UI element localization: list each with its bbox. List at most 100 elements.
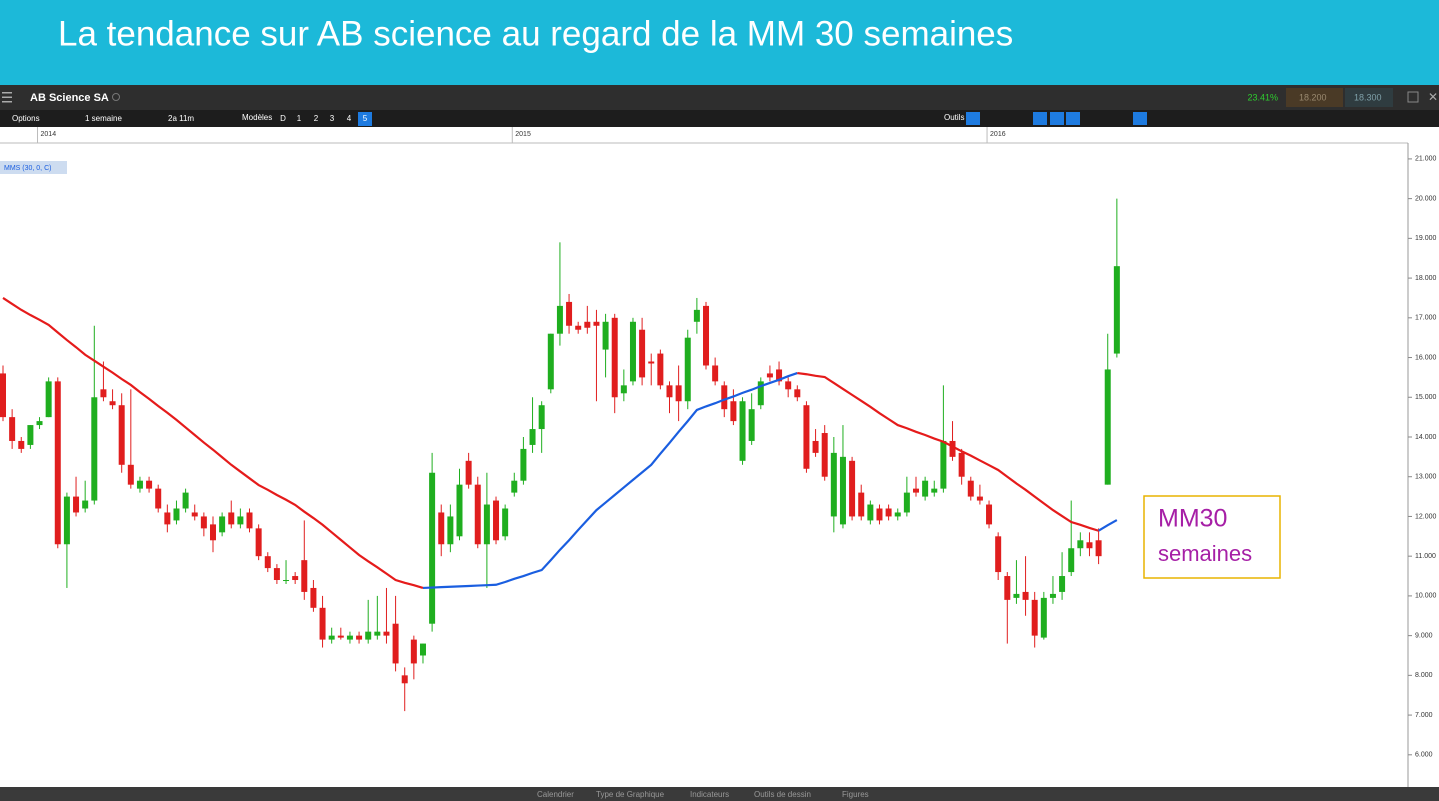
x-tick-label: 2016 xyxy=(990,131,1006,138)
candle-body xyxy=(383,631,390,636)
candle-body xyxy=(629,321,636,382)
candle-body xyxy=(219,516,226,533)
period-button[interactable]: 2 xyxy=(314,114,319,123)
candle-body xyxy=(922,480,929,497)
candle-body xyxy=(1013,593,1020,598)
candle-body xyxy=(9,417,16,441)
candle-body xyxy=(876,508,883,521)
candle-body xyxy=(894,512,901,517)
candle-body xyxy=(584,321,591,328)
candle-body xyxy=(547,333,554,390)
period-button[interactable]: 3 xyxy=(330,114,335,123)
top-toolbar xyxy=(0,85,1439,110)
bottom-tab[interactable]: Calendrier xyxy=(537,790,574,799)
close-button[interactable]: ✕ xyxy=(1428,90,1438,104)
candle-body xyxy=(739,401,746,461)
candle-body xyxy=(429,472,436,624)
sell-price: 18.200 xyxy=(1299,92,1327,102)
tool-icons[interactable] xyxy=(966,112,1147,125)
buy-price: 18.300 xyxy=(1354,92,1382,102)
candle-body xyxy=(54,381,61,545)
options-toolbar xyxy=(0,110,1439,127)
period-button[interactable]: 5 xyxy=(363,114,368,123)
period-button[interactable]: D xyxy=(280,114,286,123)
options-button[interactable]: Options xyxy=(12,114,40,123)
candle-body xyxy=(903,492,910,513)
candle-body xyxy=(639,329,646,378)
candle-body xyxy=(328,635,335,640)
plot-area: 21.000 20.000 19.000 18.000 17.000 16.000 15.0… xyxy=(0,127,1437,759)
candle-body xyxy=(209,524,216,541)
candle-body xyxy=(1113,266,1120,354)
candle-body xyxy=(45,381,52,418)
candle-body xyxy=(803,405,810,469)
candle-body xyxy=(821,433,828,477)
candle-body xyxy=(273,568,280,581)
candle-body xyxy=(374,631,381,636)
candle-body xyxy=(794,389,801,398)
search-icon[interactable] xyxy=(112,93,120,101)
candle-body xyxy=(136,480,143,489)
candle-body xyxy=(976,496,983,501)
candle-body xyxy=(146,480,153,489)
bottom-tab[interactable]: Indicateurs xyxy=(690,790,729,799)
models-button[interactable]: Modèles xyxy=(242,113,272,122)
candle-body xyxy=(246,512,253,529)
candle-body xyxy=(1004,576,1011,600)
candle-body xyxy=(967,480,974,497)
candle-body xyxy=(100,389,107,398)
y-tick-label: 12.000 xyxy=(1415,513,1437,520)
moving-average-line xyxy=(797,371,1099,532)
candle-body xyxy=(1031,599,1038,636)
y-tick-label: 17.000 xyxy=(1415,315,1437,322)
bottom-tab[interactable]: Figures xyxy=(842,790,869,799)
candle-body xyxy=(986,504,993,525)
candle-body xyxy=(63,496,70,545)
bottom-tab[interactable]: Type de Graphique xyxy=(596,790,665,799)
candle-body xyxy=(575,325,582,330)
annotation-box xyxy=(1143,495,1281,579)
buy-button[interactable] xyxy=(1345,88,1393,107)
menu-icon[interactable] xyxy=(2,92,12,103)
candle-body xyxy=(173,508,180,521)
candle-body xyxy=(82,500,89,509)
candle-body xyxy=(1068,548,1075,573)
y-tick-label: 15.000 xyxy=(1415,394,1437,401)
candle-body xyxy=(292,576,299,581)
bottom-tab[interactable]: Outils de dessin xyxy=(754,790,811,799)
candle-body xyxy=(721,385,728,410)
y-tick-label: 7.000 xyxy=(1415,712,1433,719)
candle-body xyxy=(319,607,326,640)
candle-body xyxy=(73,496,80,513)
candle-body xyxy=(447,516,454,545)
window-button[interactable] xyxy=(1407,91,1419,103)
x-tick-label: 2015 xyxy=(515,131,531,138)
range-select[interactable]: 2a 11m xyxy=(168,114,194,123)
candle-body xyxy=(91,397,98,501)
candle-body xyxy=(1049,593,1056,598)
y-tick-label: 16.000 xyxy=(1415,354,1437,361)
moving-average-line xyxy=(2,297,424,590)
candle-body xyxy=(703,305,710,366)
y-tick-label: 9.000 xyxy=(1415,632,1433,639)
moving-average-line xyxy=(422,371,798,590)
candle-body xyxy=(164,512,171,525)
candle-body xyxy=(995,536,1002,573)
candle-body xyxy=(346,635,353,640)
y-tick-label: 6.000 xyxy=(1415,752,1433,759)
sell-button[interactable] xyxy=(1286,88,1343,107)
candle-body xyxy=(109,401,116,406)
period-button[interactable]: 1 xyxy=(297,114,302,123)
candle-body xyxy=(766,373,773,378)
candle-body xyxy=(611,317,618,398)
candle-body xyxy=(529,429,536,445)
candle-body xyxy=(849,460,856,517)
legend-chip[interactable] xyxy=(0,161,67,174)
y-tick-label: 21.000 xyxy=(1415,156,1437,163)
candle-body xyxy=(182,492,189,509)
period-button[interactable]: 4 xyxy=(347,114,352,123)
candle-body xyxy=(36,421,43,426)
interval-select[interactable]: 1 semaine xyxy=(85,114,122,123)
candle-body xyxy=(191,512,198,517)
